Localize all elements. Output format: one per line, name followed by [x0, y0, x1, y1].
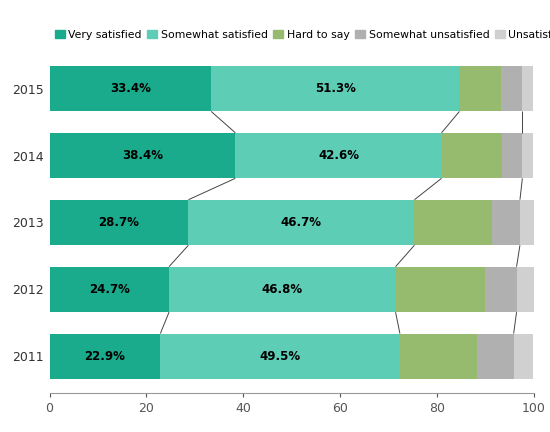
- Bar: [492, 200, 520, 245]
- Text: 51.3%: 51.3%: [315, 82, 356, 95]
- Text: 49.5%: 49.5%: [260, 350, 301, 363]
- Bar: [485, 267, 516, 312]
- Bar: [161, 334, 400, 379]
- Bar: [516, 267, 534, 312]
- Bar: [50, 334, 161, 379]
- Bar: [459, 66, 501, 111]
- Bar: [415, 200, 492, 245]
- Bar: [477, 334, 514, 379]
- Legend: Very satisfied, Somewhat satisfied, Hard to say, Somewhat unsatisfied, Unsatisfi: Very satisfied, Somewhat satisfied, Hard…: [55, 29, 550, 40]
- Text: 33.4%: 33.4%: [110, 82, 151, 95]
- Bar: [502, 133, 522, 178]
- Bar: [522, 133, 534, 178]
- Text: 22.9%: 22.9%: [85, 350, 125, 363]
- Bar: [400, 334, 477, 379]
- Bar: [211, 66, 459, 111]
- Text: 46.7%: 46.7%: [281, 216, 322, 229]
- Text: 24.7%: 24.7%: [89, 283, 130, 296]
- Bar: [514, 334, 534, 379]
- Bar: [520, 200, 534, 245]
- Bar: [235, 133, 442, 178]
- Bar: [395, 267, 485, 312]
- Bar: [442, 133, 502, 178]
- Bar: [522, 66, 534, 111]
- Bar: [50, 66, 211, 111]
- Bar: [50, 133, 235, 178]
- Bar: [189, 200, 415, 245]
- Bar: [169, 267, 395, 312]
- Text: 42.6%: 42.6%: [318, 149, 359, 162]
- Bar: [50, 200, 189, 245]
- Bar: [50, 267, 169, 312]
- Text: 38.4%: 38.4%: [122, 149, 163, 162]
- Text: 28.7%: 28.7%: [98, 216, 139, 229]
- Bar: [500, 66, 522, 111]
- Text: 46.8%: 46.8%: [262, 283, 303, 296]
